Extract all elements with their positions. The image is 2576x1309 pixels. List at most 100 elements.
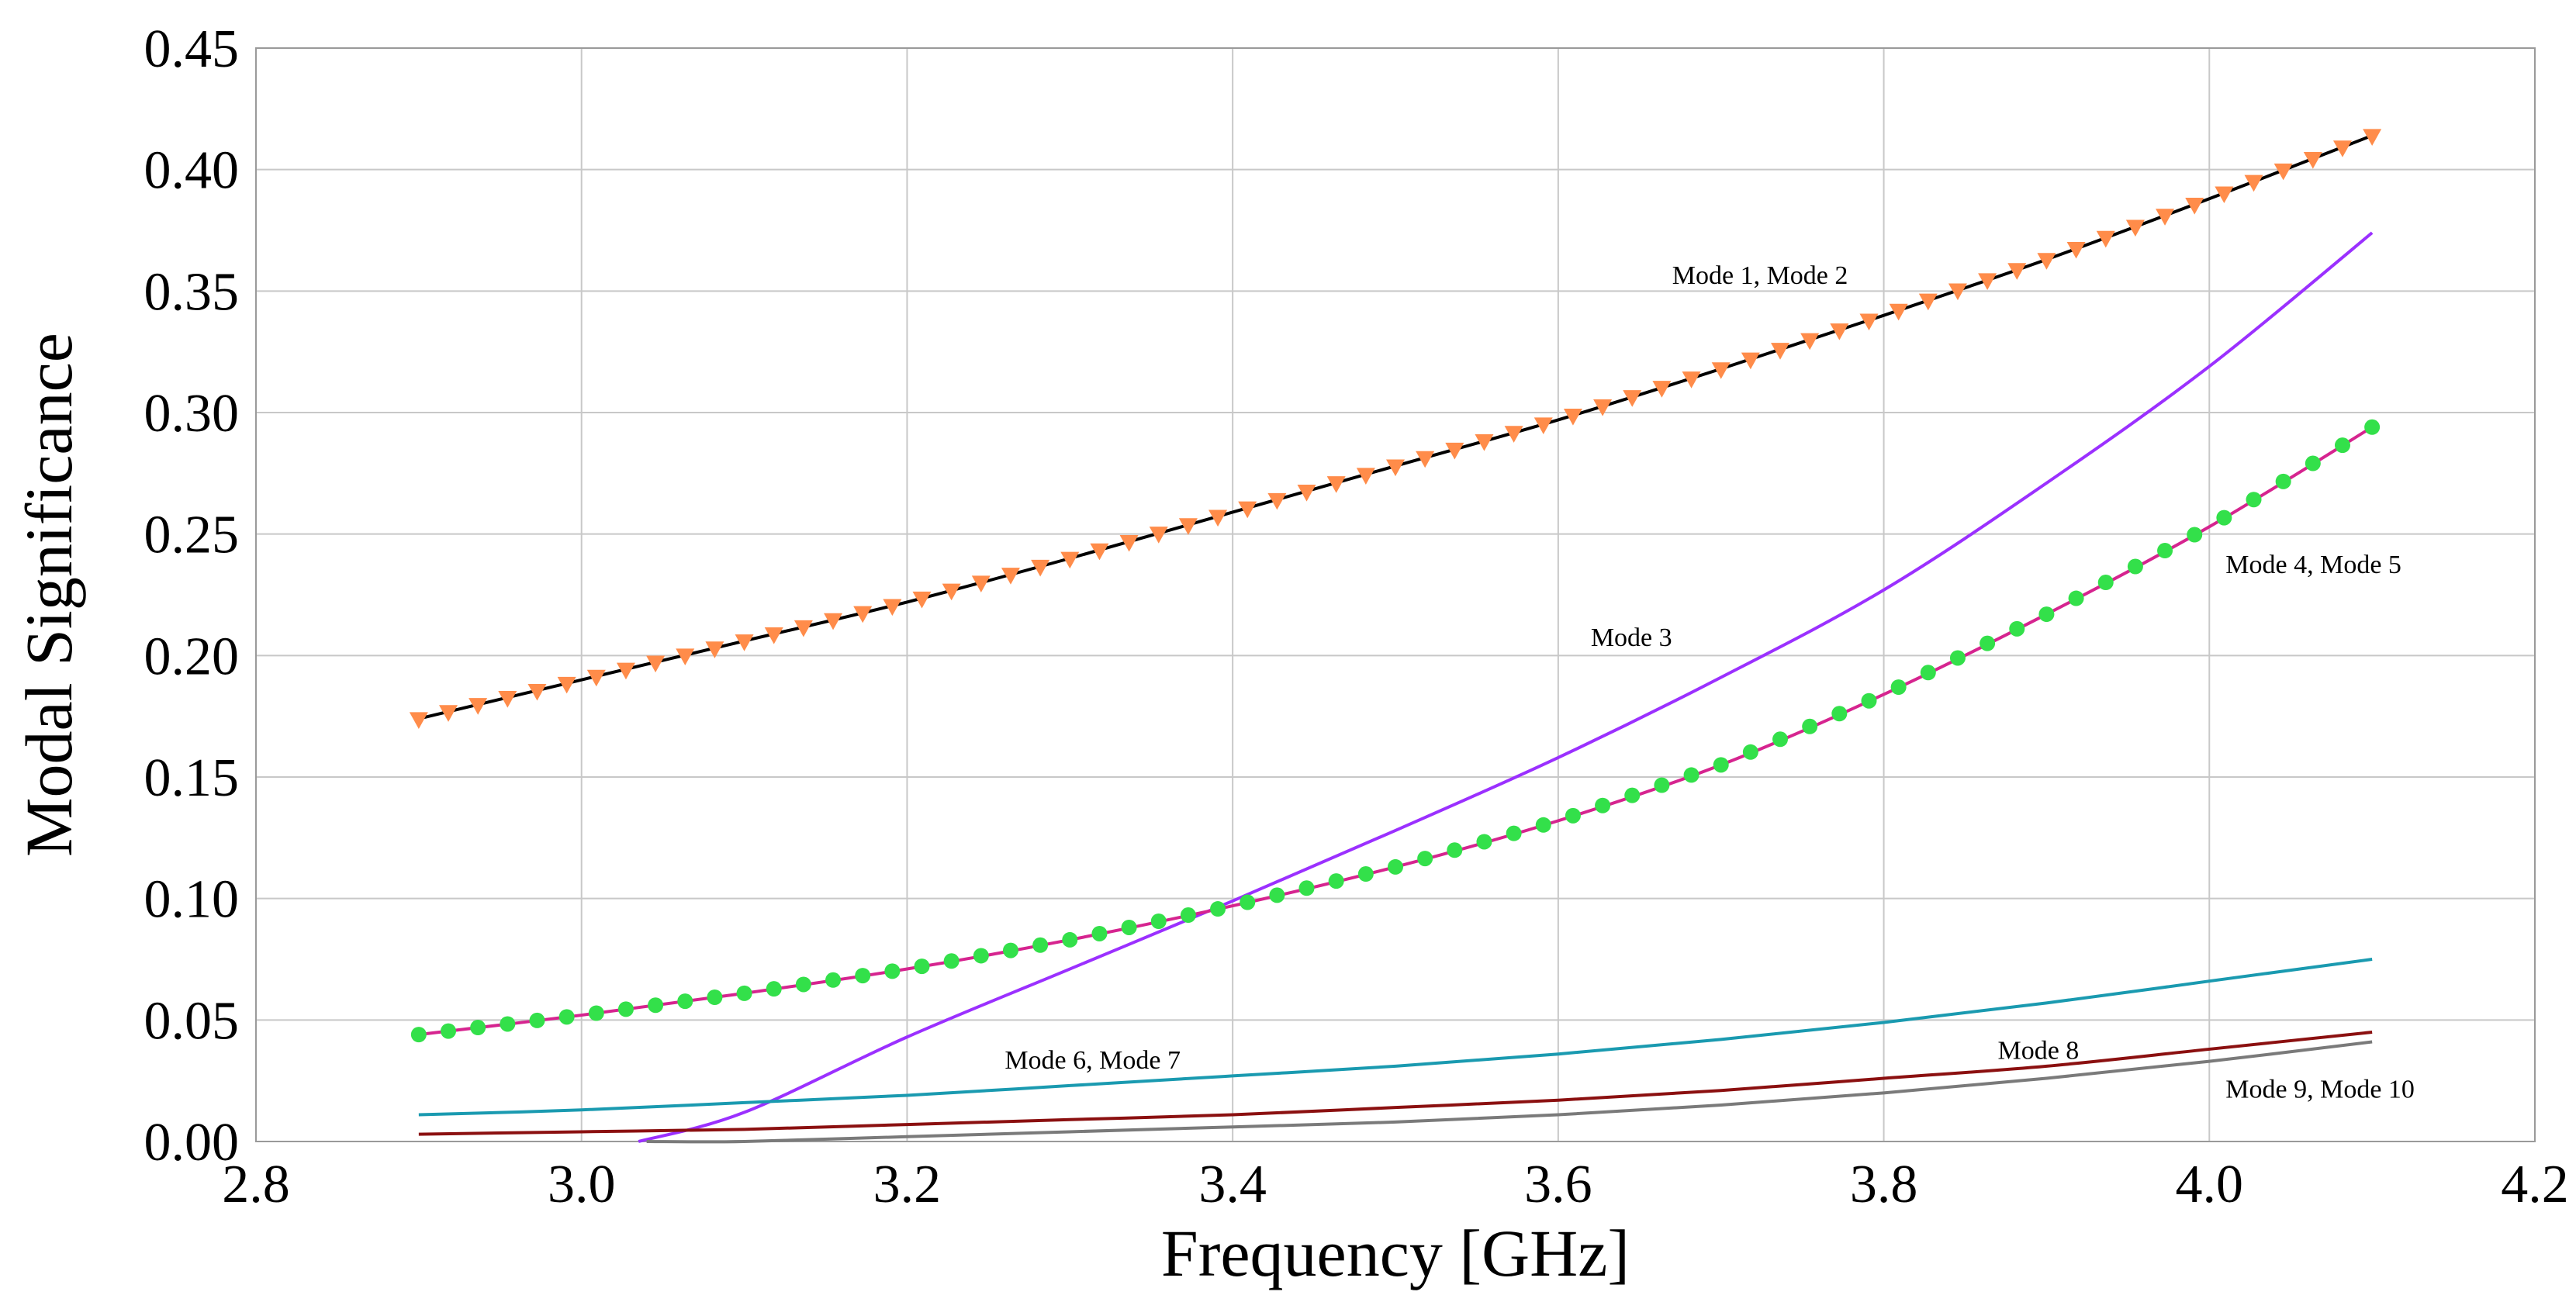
data-point-marker <box>616 662 635 680</box>
data-point-marker <box>1861 692 1877 709</box>
data-point-marker <box>1447 842 1463 858</box>
data-point-marker <box>1328 873 1344 889</box>
data-point-marker <box>1208 509 1228 527</box>
y-tick-label: 0.15 <box>144 748 240 808</box>
x-tick-label: 4.2 <box>2501 1155 2569 1214</box>
y-tick-label: 0.30 <box>144 384 240 444</box>
data-point-marker <box>1032 937 1049 953</box>
data-point-marker <box>1240 894 1256 910</box>
data-point-marker <box>1652 381 1672 398</box>
data-point-marker <box>2068 590 2084 606</box>
x-axis-ticks: 2.8 3.0 3.2 3.4 3.6 3.8 4.0 4.2 <box>222 1155 2569 1214</box>
data-point-marker <box>500 1016 516 1032</box>
data-point-marker <box>2007 263 2027 280</box>
data-point-marker <box>1890 679 1907 696</box>
data-point-marker <box>648 997 664 1014</box>
data-point-marker <box>1918 293 1938 311</box>
data-point-marker <box>1031 559 1050 577</box>
data-point-marker <box>2185 197 2204 215</box>
data-point-marker <box>1388 858 1403 875</box>
data-point-marker <box>469 698 488 715</box>
data-point-marker <box>1654 777 1670 793</box>
series-annotation: Mode 9, Mode 10 <box>2225 1076 2415 1104</box>
data-point-marker <box>971 575 991 592</box>
data-point-marker <box>2187 527 2203 543</box>
data-point-marker <box>855 968 871 984</box>
data-point-marker <box>529 1012 545 1028</box>
data-point-marker <box>2009 620 2025 637</box>
data-point-marker <box>1623 390 1642 407</box>
data-point-marker <box>1386 459 1405 477</box>
series-line <box>638 231 2374 1143</box>
data-point-marker <box>1533 417 1553 435</box>
y-tick-label: 0.40 <box>144 141 240 201</box>
data-point-marker <box>1741 352 1760 370</box>
data-point-marker <box>2332 140 2352 157</box>
data-point-marker <box>557 676 576 694</box>
series-layer <box>409 129 2382 1144</box>
data-point-marker <box>2038 606 2055 623</box>
data-point-marker <box>1980 635 1996 651</box>
data-point-marker <box>1476 834 1492 850</box>
data-point-marker <box>705 641 724 658</box>
data-point-marker <box>1326 476 1346 493</box>
data-point-marker <box>1090 543 1109 561</box>
series-line <box>418 958 2373 1117</box>
data-point-marker <box>1802 718 1818 734</box>
x-tick-label: 4.0 <box>2176 1155 2244 1214</box>
data-point-marker <box>1416 451 1435 468</box>
data-point-marker <box>1357 866 1374 882</box>
data-point-marker <box>1504 426 1523 443</box>
data-point-marker <box>2037 253 2056 270</box>
data-point-marker <box>558 1009 575 1025</box>
data-point-marker <box>1238 501 1257 519</box>
data-point-marker <box>707 989 723 1005</box>
data-point-marker <box>1682 371 1701 389</box>
series-annotation: Mode 4, Mode 5 <box>2225 551 2401 579</box>
data-point-marker <box>1713 757 1729 773</box>
data-point-marker <box>943 953 960 969</box>
data-point-marker <box>912 591 932 609</box>
x-tick-label: 2.8 <box>222 1155 290 1214</box>
data-point-marker <box>1119 534 1139 552</box>
data-point-marker <box>2097 575 2114 591</box>
series-annotation: Mode 1, Mode 2 <box>1672 261 1848 290</box>
data-point-marker <box>409 712 428 729</box>
grid <box>255 47 2536 1142</box>
data-point-marker <box>1060 551 1080 569</box>
data-point-marker <box>2273 163 2293 181</box>
data-point-marker <box>735 634 754 651</box>
data-point-marker <box>1771 343 1790 360</box>
data-point-marker <box>1298 880 1315 896</box>
data-point-marker <box>617 1001 634 1017</box>
data-point-marker <box>2364 419 2381 435</box>
data-point-marker <box>736 985 752 1001</box>
data-point-marker <box>1002 942 1018 958</box>
data-point-marker <box>794 620 813 637</box>
data-point-marker <box>470 1020 486 1036</box>
data-point-marker <box>1535 817 1551 833</box>
data-point-marker <box>1356 468 1375 485</box>
data-point-marker <box>2156 209 2175 226</box>
data-point-marker <box>1889 303 1908 321</box>
data-point-marker <box>795 976 811 993</box>
data-point-marker <box>1948 283 1967 301</box>
data-point-marker <box>1121 919 1137 935</box>
y-tick-label: 0.00 <box>144 1113 240 1173</box>
data-point-marker <box>973 948 989 964</box>
series-line <box>646 1040 2373 1144</box>
x-axis-title: Frequency [GHz] <box>1161 1216 1630 1290</box>
data-point-marker <box>1267 492 1287 510</box>
data-point-marker <box>586 669 606 687</box>
data-point-marker <box>1150 914 1167 930</box>
x-tick-label: 3.0 <box>548 1155 616 1214</box>
x-tick-label: 3.6 <box>1524 1155 1592 1214</box>
data-point-marker <box>824 613 843 630</box>
data-point-marker <box>2246 492 2262 508</box>
annotations: Mode 1, Mode 2 Mode 3 Mode 4, Mode 5 Mode 6… <box>1004 261 2415 1104</box>
data-point-marker <box>1445 442 1464 460</box>
data-point-marker <box>2216 509 2232 526</box>
data-point-marker <box>1091 925 1108 941</box>
data-point-marker <box>1830 323 1849 340</box>
